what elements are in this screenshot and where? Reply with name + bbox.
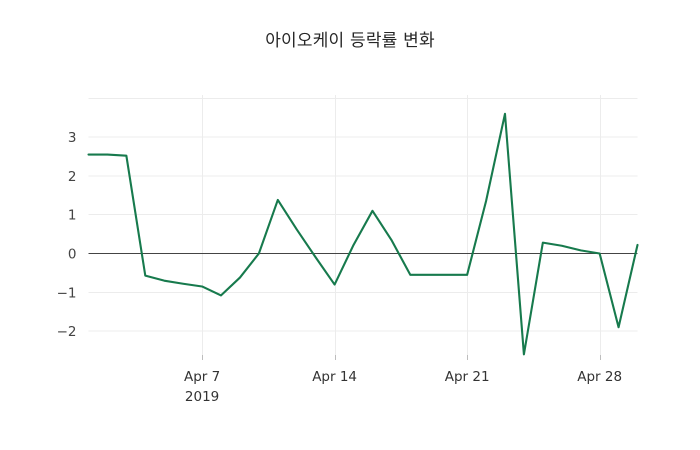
chart-title: 아이오케이 등락률 변화 — [265, 31, 435, 51]
series-line-등락률 — [87, 112, 639, 356]
x-axis-tick-label: Apr 21 — [445, 369, 490, 385]
x-axis-tick-label: Apr 7 — [184, 369, 220, 385]
x-axis-tick-sublabel: 2019 — [185, 389, 219, 405]
horizontal-gridlines — [88, 97, 638, 332]
y-axis-tick-label: 3 — [68, 130, 77, 146]
x-axis-tick-label: Apr 14 — [312, 369, 357, 385]
y-axis-labels: 3 2 1 0 −1 −2 — [57, 130, 77, 340]
x-axis-tick-label: Apr 28 — [577, 369, 622, 385]
x-axis-labels: Apr 7 2019 Apr 14 Apr 21 Apr 28 — [184, 369, 622, 405]
y-axis-tick-label: 0 — [68, 247, 77, 263]
vertical-gridlines — [202, 95, 601, 355]
x-axis-tickmarks — [202, 355, 601, 360]
y-axis-tick-label: 2 — [68, 169, 77, 185]
y-axis-tick-label: 1 — [68, 208, 77, 224]
y-axis-tick-label: −1 — [57, 285, 77, 301]
data-series-line — [87, 112, 639, 356]
y-axis-tick-label: −2 — [57, 324, 77, 340]
